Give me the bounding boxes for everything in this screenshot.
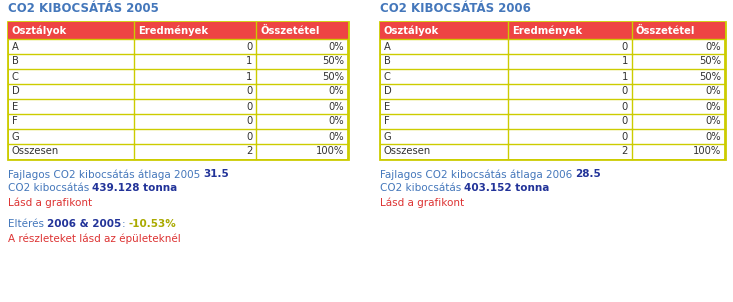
Bar xyxy=(381,99,724,114)
Text: 100%: 100% xyxy=(316,146,344,156)
Text: 1: 1 xyxy=(246,56,252,66)
Text: 1: 1 xyxy=(246,72,252,82)
Text: F: F xyxy=(12,117,18,127)
Text: 0%: 0% xyxy=(705,131,721,142)
Text: Eltérés: Eltérés xyxy=(8,219,47,229)
Text: CO2 kibocsátás: CO2 kibocsátás xyxy=(380,183,465,193)
Text: 0%: 0% xyxy=(705,117,721,127)
Text: 0: 0 xyxy=(622,41,628,52)
Text: 50%: 50% xyxy=(699,56,721,66)
Bar xyxy=(380,22,725,159)
Bar xyxy=(9,114,347,129)
Text: B: B xyxy=(384,56,391,66)
Bar xyxy=(9,84,347,99)
Text: 0: 0 xyxy=(622,86,628,97)
Text: Osztályok: Osztályok xyxy=(12,25,67,36)
Text: 2: 2 xyxy=(246,146,252,156)
Text: 1: 1 xyxy=(622,72,628,82)
Text: 28.5: 28.5 xyxy=(575,169,601,179)
Text: 0%: 0% xyxy=(328,117,344,127)
Bar xyxy=(9,99,347,114)
Text: A részleteket lásd az épületeknél: A részleteket lásd az épületeknél xyxy=(8,233,181,243)
Text: Összetétel: Összetétel xyxy=(260,25,320,36)
Bar xyxy=(8,22,348,39)
Bar xyxy=(9,129,347,144)
Text: 100%: 100% xyxy=(693,146,721,156)
Text: 50%: 50% xyxy=(322,72,344,82)
Text: 0%: 0% xyxy=(705,41,721,52)
Bar xyxy=(381,129,724,144)
Text: 0%: 0% xyxy=(705,86,721,97)
Text: A: A xyxy=(384,41,391,52)
Bar xyxy=(381,84,724,99)
Text: 0: 0 xyxy=(246,41,252,52)
Bar xyxy=(9,54,347,69)
Text: 0%: 0% xyxy=(705,101,721,111)
Text: -10.53%: -10.53% xyxy=(128,219,176,229)
Text: 0: 0 xyxy=(246,101,252,111)
Bar xyxy=(381,144,724,159)
Text: F: F xyxy=(384,117,390,127)
Bar xyxy=(8,22,348,159)
Text: 2006 & 2005: 2006 & 2005 xyxy=(47,219,122,229)
Bar xyxy=(381,69,724,84)
Text: 0%: 0% xyxy=(328,101,344,111)
Text: 0%: 0% xyxy=(328,86,344,97)
Text: 50%: 50% xyxy=(699,72,721,82)
Text: E: E xyxy=(12,101,18,111)
Text: Összesen: Összesen xyxy=(384,146,431,156)
Bar xyxy=(9,144,347,159)
Text: C: C xyxy=(384,72,391,82)
Bar xyxy=(381,54,724,69)
Text: 439.128 tonna: 439.128 tonna xyxy=(92,183,177,193)
Bar xyxy=(381,39,724,54)
Text: Lásd a grafikont: Lásd a grafikont xyxy=(8,197,92,207)
Text: E: E xyxy=(384,101,390,111)
Text: Eredmények: Eredmények xyxy=(138,25,208,36)
Bar xyxy=(9,69,347,84)
Text: 0: 0 xyxy=(246,131,252,142)
Text: 50%: 50% xyxy=(322,56,344,66)
Bar xyxy=(380,22,725,39)
Text: 1: 1 xyxy=(622,56,628,66)
Text: B: B xyxy=(12,56,19,66)
Text: 0: 0 xyxy=(622,101,628,111)
Text: G: G xyxy=(384,131,391,142)
Text: D: D xyxy=(12,86,20,97)
Text: G: G xyxy=(12,131,20,142)
Text: Fajlagos CO2 kibocsátás átlaga 2006: Fajlagos CO2 kibocsátás átlaga 2006 xyxy=(380,169,575,179)
Text: Eredmények: Eredmények xyxy=(512,25,582,36)
Text: CO2 KIBOCSÁTÁS 2005: CO2 KIBOCSÁTÁS 2005 xyxy=(8,2,159,15)
Text: 0%: 0% xyxy=(328,131,344,142)
Text: D: D xyxy=(384,86,391,97)
Text: :: : xyxy=(122,219,128,229)
Text: 2: 2 xyxy=(622,146,628,156)
Text: Lásd a grafikont: Lásd a grafikont xyxy=(380,197,464,207)
Text: 0%: 0% xyxy=(328,41,344,52)
Text: A: A xyxy=(12,41,19,52)
Text: Eltérés: Eltérés xyxy=(8,219,47,229)
Text: Összesen: Összesen xyxy=(12,146,59,156)
Bar xyxy=(381,114,724,129)
Text: 0: 0 xyxy=(246,86,252,97)
Text: 31.5: 31.5 xyxy=(204,169,229,179)
Bar xyxy=(9,39,347,54)
Text: CO2 KIBOCSÁTÁS 2006: CO2 KIBOCSÁTÁS 2006 xyxy=(380,2,531,15)
Text: 403.152 tonna: 403.152 tonna xyxy=(465,183,550,193)
Text: Fajlagos CO2 kibocsátás átlaga 2005: Fajlagos CO2 kibocsátás átlaga 2005 xyxy=(8,169,204,179)
Text: 0: 0 xyxy=(622,131,628,142)
Text: Összetétel: Összetétel xyxy=(636,25,695,36)
Text: 0: 0 xyxy=(246,117,252,127)
Text: C: C xyxy=(12,72,19,82)
Text: Osztályok: Osztályok xyxy=(384,25,439,36)
Text: 0: 0 xyxy=(622,117,628,127)
Text: CO2 kibocsátás: CO2 kibocsátás xyxy=(8,183,92,193)
